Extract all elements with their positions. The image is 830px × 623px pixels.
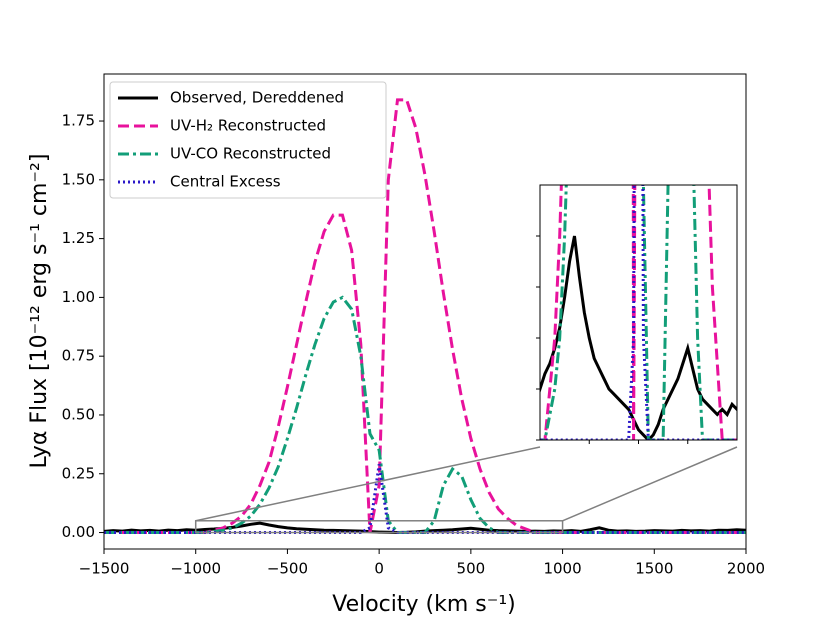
series-line bbox=[104, 98, 746, 535]
x-tick-label: 1500 bbox=[635, 560, 673, 578]
y-tick-label: 1.00 bbox=[62, 288, 95, 306]
axes-frame bbox=[103, 73, 747, 550]
y-tick-label: 1.50 bbox=[62, 170, 95, 188]
series-line bbox=[540, 185, 737, 440]
y-tick-label: 0.75 bbox=[62, 347, 95, 365]
x-tick-label: 500 bbox=[457, 560, 486, 578]
y-tick-label: 1.75 bbox=[62, 112, 95, 130]
x-tick-label: 2000 bbox=[727, 560, 765, 578]
x-tick-label: 0 bbox=[374, 560, 384, 578]
x-axis-label: Velocity (km s⁻¹) bbox=[332, 592, 516, 617]
legend-label: Observed, Dereddened bbox=[170, 89, 344, 107]
inset-background bbox=[540, 185, 737, 440]
x-tick-label: 1000 bbox=[543, 560, 581, 578]
series-line bbox=[104, 464, 746, 535]
legend-box bbox=[109, 81, 387, 199]
inset-connector bbox=[562, 446, 738, 522]
inset-connector bbox=[195, 446, 541, 522]
series-line bbox=[540, 185, 737, 440]
legend-label: Central Excess bbox=[170, 173, 281, 191]
x-tick-label: −1000 bbox=[170, 560, 221, 578]
x-tick-label: −500 bbox=[267, 560, 308, 578]
inset-indicator bbox=[194, 520, 564, 534]
y-tick-label: 0.25 bbox=[62, 464, 95, 482]
y-axis-label: Lyα Flux [10⁻¹² erg s⁻¹ cm⁻²] bbox=[27, 154, 52, 469]
inset-plot bbox=[540, 185, 737, 440]
legend-label: UV-CO Reconstructed bbox=[170, 145, 331, 163]
legend-label: UV-H₂ Reconstructed bbox=[170, 117, 326, 135]
y-tick-label: 0.50 bbox=[62, 405, 95, 423]
y-tick-label: 0.00 bbox=[62, 523, 95, 541]
y-tick-label: 1.25 bbox=[62, 229, 95, 247]
inset-frame bbox=[539, 184, 738, 441]
x-tick-label: −1500 bbox=[79, 560, 130, 578]
